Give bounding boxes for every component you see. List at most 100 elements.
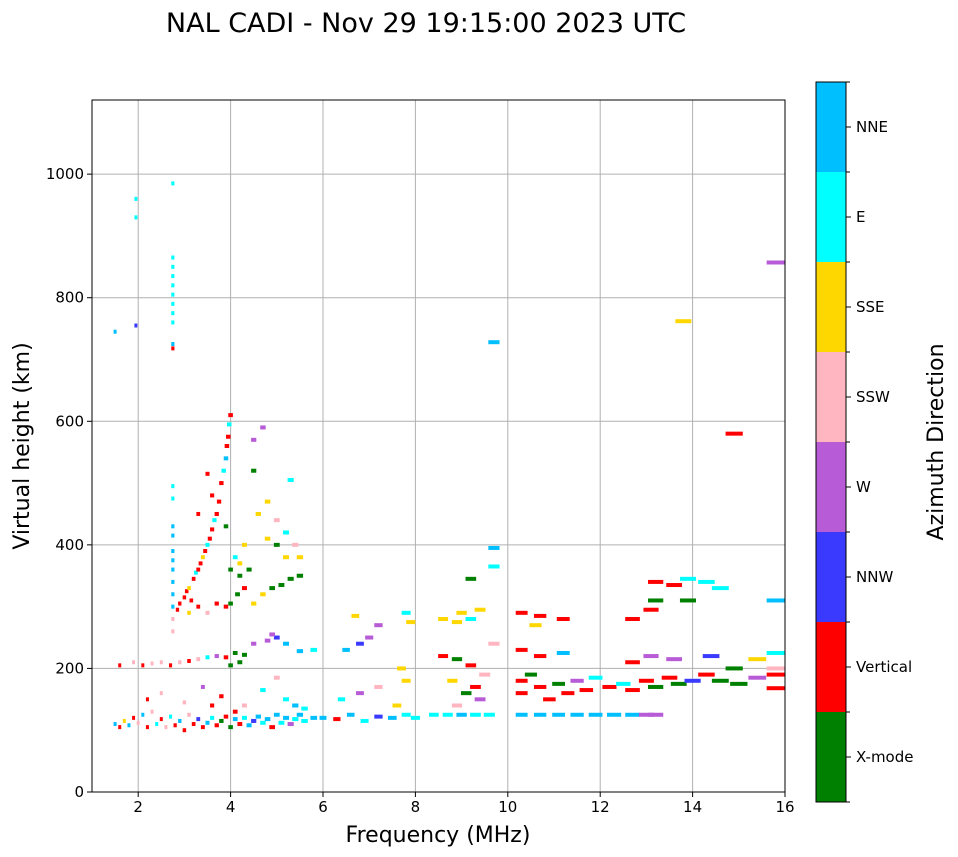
data-point-w: [570, 678, 584, 683]
data-point-nnw: [196, 717, 201, 722]
data-point-x-mode: [670, 681, 687, 686]
data-point-nnw: [374, 714, 383, 719]
data-point-sse: [406, 620, 416, 625]
data-point-e: [241, 715, 247, 720]
data-point-nnw: [356, 641, 364, 646]
data-point-x-mode: [287, 576, 294, 581]
data-point-e: [171, 274, 175, 279]
data-point-vertical: [210, 527, 215, 532]
data-point-w: [269, 632, 276, 637]
data-point-vertical: [210, 703, 215, 708]
grid: [92, 100, 786, 793]
data-point-vertical: [178, 601, 182, 606]
data-point-ssw: [171, 617, 175, 621]
data-point-w: [251, 641, 257, 646]
data-point-ssw: [273, 518, 280, 523]
data-point-x-mode: [648, 684, 664, 689]
data-point-sse: [264, 499, 271, 504]
data-point-nne: [552, 712, 566, 717]
data-point-sse: [237, 561, 243, 566]
data-point-x-mode: [235, 592, 240, 597]
data-point-nne: [171, 592, 175, 597]
data-point-nne: [606, 712, 622, 717]
data-point-x-mode: [725, 666, 743, 671]
data-point-vertical: [223, 655, 229, 660]
data-point-ssw: [178, 660, 182, 665]
data-point-vertical: [648, 579, 664, 584]
data-point-x-mode: [730, 681, 748, 686]
data-point-e: [470, 712, 481, 717]
data-point-nne: [255, 714, 261, 719]
data-point-vertical: [159, 717, 163, 722]
data-point-nne: [588, 712, 603, 717]
y-axis-ticks: 0 200 400 600 800 1000: [46, 165, 92, 801]
x-tick-label: 12: [591, 798, 610, 816]
x-tick-label: 10: [498, 798, 517, 816]
data-point-e: [410, 715, 421, 720]
data-point-e: [210, 715, 215, 720]
data-point-nnw: [702, 654, 720, 659]
data-point-e: [171, 283, 175, 288]
data-point-ssw: [292, 542, 299, 547]
data-point-vertical: [141, 663, 145, 668]
data-point-nne: [456, 712, 467, 717]
data-point-x-mode: [273, 542, 280, 547]
data-point-e: [171, 301, 175, 306]
data-point-nne: [273, 712, 280, 717]
data-point-sse: [296, 555, 304, 560]
data-point-nne: [171, 604, 175, 609]
data-point-ssw: [159, 691, 163, 696]
data-point-e: [205, 655, 210, 660]
colorbar-segment-x-mode: [816, 712, 846, 802]
data-point-nne: [171, 558, 175, 563]
data-point-x-mode: [246, 567, 252, 572]
x-tick-label: 6: [318, 798, 328, 816]
colorbar-segment-w: [816, 442, 846, 532]
data-point-e: [205, 542, 210, 547]
data-point-w: [264, 638, 271, 643]
data-points: [113, 181, 785, 733]
data-point-w: [260, 425, 266, 430]
data-point-e: [301, 718, 308, 723]
data-point-x-mode: [228, 601, 233, 606]
data-point-sse: [122, 718, 126, 723]
x-axis-ticks: 2 4 6 8 10 12 14 16: [133, 792, 795, 816]
data-point-vertical: [132, 715, 136, 720]
data-point-sse: [401, 678, 411, 683]
data-point-vertical: [196, 604, 201, 609]
data-point-sse: [283, 555, 290, 560]
data-point-vertical: [205, 471, 210, 476]
data-point-ssw: [479, 672, 491, 677]
data-point-nne: [171, 549, 175, 554]
data-point-sse: [260, 592, 266, 597]
data-point-e: [465, 617, 477, 621]
data-point-nne: [113, 329, 117, 334]
data-point-x-mode: [296, 573, 304, 578]
x-tick-label: 4: [226, 798, 236, 816]
data-point-e: [194, 570, 198, 575]
data-point-x-mode: [228, 567, 233, 572]
data-point-vertical: [224, 444, 230, 448]
data-point-ssw: [159, 660, 163, 665]
data-point-ssw: [241, 703, 247, 708]
data-point-nne: [264, 717, 271, 722]
data-point-sse: [456, 610, 467, 615]
data-point-nne: [113, 722, 117, 727]
data-point-e: [171, 292, 175, 297]
colorbar-tick-label: W: [856, 478, 871, 496]
data-point-vertical: [226, 434, 231, 439]
data-point-sse: [447, 678, 458, 683]
data-point-vertical: [219, 481, 224, 486]
data-point-vertical: [625, 688, 640, 693]
data-point-e: [698, 579, 715, 584]
data-point-vertical: [203, 549, 208, 554]
colorbar-segment-nne: [816, 82, 846, 172]
data-point-vertical: [543, 697, 556, 702]
data-point-vertical: [118, 663, 122, 668]
data-point-sse: [255, 511, 261, 516]
data-point-vertical: [214, 601, 219, 606]
plot-frame: [91, 99, 786, 793]
data-point-sse: [438, 617, 449, 621]
data-point-sse: [200, 555, 205, 560]
